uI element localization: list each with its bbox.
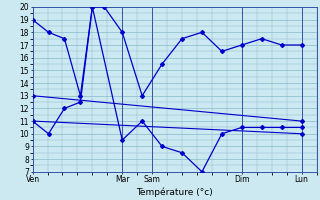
X-axis label: Température (°c): Température (°c): [136, 187, 213, 197]
